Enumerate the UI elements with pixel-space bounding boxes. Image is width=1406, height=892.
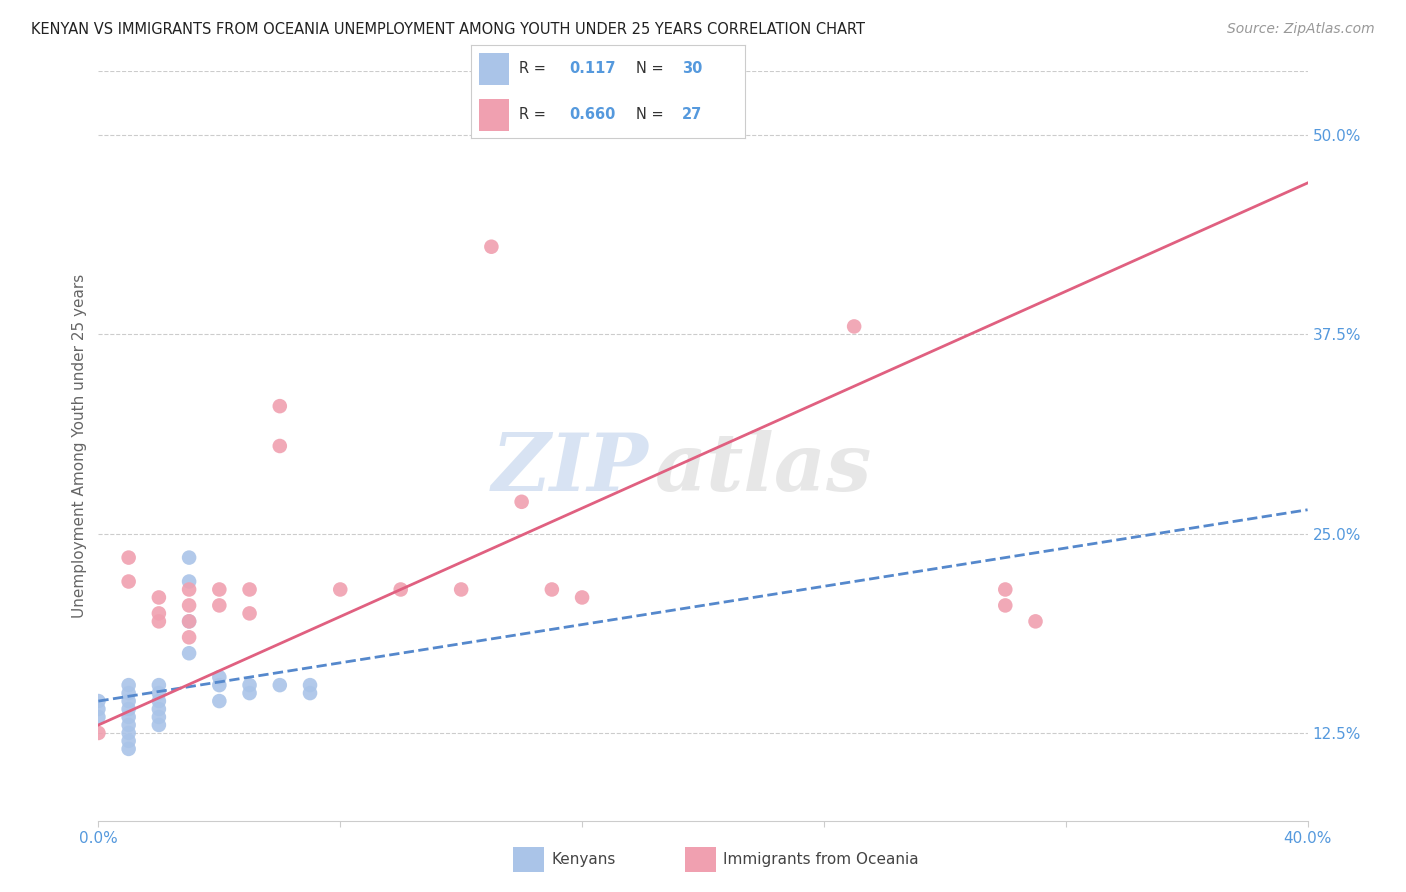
Point <box>148 591 170 605</box>
Point <box>208 694 231 708</box>
Text: Immigrants from Oceania: Immigrants from Oceania <box>723 853 918 867</box>
Point <box>87 726 110 740</box>
Point <box>179 615 201 629</box>
Point <box>239 686 262 700</box>
Point <box>329 582 352 597</box>
Text: R =: R = <box>519 107 546 122</box>
FancyBboxPatch shape <box>479 53 509 85</box>
Point <box>179 630 201 644</box>
Point <box>118 726 141 740</box>
Point <box>179 550 201 565</box>
Point <box>540 582 562 597</box>
Point <box>118 742 141 756</box>
Point <box>118 710 141 724</box>
Point <box>844 319 866 334</box>
Point <box>571 591 593 605</box>
Text: 0.117: 0.117 <box>569 62 616 77</box>
Text: Kenyans: Kenyans <box>551 853 616 867</box>
Point <box>239 607 262 621</box>
Text: N =: N = <box>636 107 664 122</box>
Point <box>118 574 141 589</box>
Point <box>179 582 201 597</box>
FancyBboxPatch shape <box>479 99 509 131</box>
Point <box>510 495 533 509</box>
Point <box>118 702 141 716</box>
Text: 30: 30 <box>682 62 703 77</box>
Point <box>179 574 201 589</box>
Point <box>994 599 1017 613</box>
Y-axis label: Unemployment Among Youth under 25 years: Unemployment Among Youth under 25 years <box>72 274 87 618</box>
Point <box>269 678 291 692</box>
Text: R =: R = <box>519 62 546 77</box>
Point <box>239 582 262 597</box>
Point <box>148 718 170 732</box>
Point <box>118 694 141 708</box>
Point <box>118 686 141 700</box>
Point <box>994 582 1017 597</box>
Point <box>1024 615 1046 629</box>
Text: Source: ZipAtlas.com: Source: ZipAtlas.com <box>1227 22 1375 37</box>
Point <box>148 686 170 700</box>
Point <box>118 718 141 732</box>
Point <box>208 599 231 613</box>
Point <box>179 646 201 660</box>
Point <box>179 615 201 629</box>
Point <box>208 678 231 692</box>
Point <box>269 399 291 413</box>
Point <box>148 702 170 716</box>
Point <box>239 678 262 692</box>
Text: N =: N = <box>636 62 664 77</box>
Text: 27: 27 <box>682 107 703 122</box>
Point <box>179 599 201 613</box>
Point <box>87 694 110 708</box>
Point <box>148 678 170 692</box>
Point <box>87 710 110 724</box>
Point <box>148 615 170 629</box>
Text: 0.660: 0.660 <box>569 107 616 122</box>
Text: atlas: atlas <box>655 430 872 508</box>
Point <box>269 439 291 453</box>
Point <box>389 582 412 597</box>
Point <box>208 582 231 597</box>
Point <box>450 582 472 597</box>
Point <box>208 670 231 684</box>
Point <box>148 710 170 724</box>
Point <box>299 678 322 692</box>
Point <box>118 550 141 565</box>
Point <box>118 678 141 692</box>
Point <box>148 694 170 708</box>
Point <box>481 240 503 254</box>
Text: ZIP: ZIP <box>492 430 648 508</box>
Point <box>118 734 141 748</box>
Text: KENYAN VS IMMIGRANTS FROM OCEANIA UNEMPLOYMENT AMONG YOUTH UNDER 25 YEARS CORREL: KENYAN VS IMMIGRANTS FROM OCEANIA UNEMPL… <box>31 22 865 37</box>
Point <box>87 702 110 716</box>
Point <box>299 686 322 700</box>
Point <box>148 607 170 621</box>
